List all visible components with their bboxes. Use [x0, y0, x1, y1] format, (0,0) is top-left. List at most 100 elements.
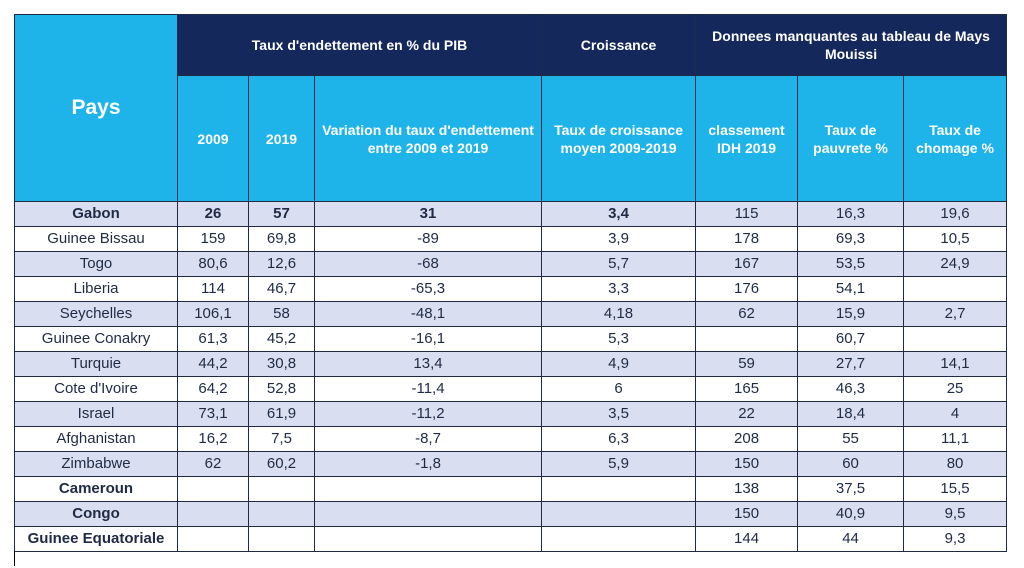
debt-2009-cell: 61,3	[177, 326, 249, 352]
poverty-cell: 44	[797, 526, 905, 552]
idh-cell	[695, 326, 799, 352]
debt-2009-cell: 114	[177, 276, 249, 302]
variation-cell	[313, 476, 543, 502]
unemployment-cell: 9,5	[903, 501, 1008, 527]
idh-cell: 176	[695, 276, 799, 302]
col-idh-header: classement IDH 2019	[695, 75, 799, 202]
idh-cell: 144	[695, 526, 799, 552]
idh-cell: 165	[695, 376, 799, 402]
debt-2019-cell: 57	[248, 201, 315, 227]
text-cursor	[14, 550, 15, 566]
table-row: Liberia 114 46,7 -65,3 3,3 176 54,1	[14, 276, 1008, 302]
debt-2009-cell: 16,2	[177, 426, 249, 452]
idh-cell: 138	[695, 476, 799, 502]
poverty-cell: 18,4	[797, 401, 905, 427]
poverty-cell: 15,9	[797, 301, 905, 327]
country-cell: Afghanistan	[14, 426, 178, 452]
country-cell: Cote d'Ivoire	[14, 376, 178, 402]
debt-2019-cell: 61,9	[248, 401, 315, 427]
country-cell: Cameroun	[14, 476, 178, 502]
country-cell: Guinee Conakry	[14, 326, 178, 352]
debt-2009-cell	[177, 526, 249, 552]
variation-cell	[313, 526, 543, 552]
unemployment-cell	[903, 276, 1008, 302]
variation-cell: -11,2	[313, 401, 543, 427]
col-2009-header: 2009	[177, 75, 249, 202]
col-growth-header: Taux de croissance moyen 2009-2019	[541, 75, 697, 202]
debt-2009-cell: 26	[177, 201, 249, 227]
debt-2019-cell: 52,8	[248, 376, 315, 402]
poverty-cell: 53,5	[797, 251, 905, 277]
idh-cell: 208	[695, 426, 799, 452]
idh-cell: 22	[695, 401, 799, 427]
poverty-cell: 16,3	[797, 201, 905, 227]
country-cell: Guinee Bissau	[14, 226, 178, 252]
growth-group-header: Croissance	[541, 14, 697, 76]
poverty-cell: 55	[797, 426, 905, 452]
col-unemployment-header: Taux de chomage %	[903, 75, 1008, 202]
idh-cell: 59	[695, 351, 799, 377]
growth-cell: 3,5	[541, 401, 697, 427]
poverty-cell: 54,1	[797, 276, 905, 302]
table-row: Afghanistan 16,2 7,5 -8,7 6,3 208 55 11,1	[14, 426, 1008, 452]
debt-group-header: Taux d'endettement en % du PIB	[176, 14, 543, 76]
unemployment-cell	[903, 326, 1008, 352]
variation-cell: -1,8	[313, 451, 543, 477]
variation-cell: -68	[313, 251, 543, 277]
table-row: Togo 80,6 12,6 -68 5,7 167 53,5 24,9	[14, 251, 1008, 277]
idh-cell: 115	[695, 201, 799, 227]
debt-2009-cell: 106,1	[177, 301, 249, 327]
country-cell: Seychelles	[14, 301, 178, 327]
col-variation-header: Variation du taux d'endettement entre 20…	[313, 75, 543, 202]
country-cell: Congo	[14, 501, 178, 527]
idh-cell: 150	[695, 501, 799, 527]
poverty-cell: 40,9	[797, 501, 905, 527]
idh-cell: 167	[695, 251, 799, 277]
table-row: Seychelles 106,1 58 -48,1 4,18 62 15,9 2,7	[14, 301, 1008, 327]
col-2019-header: 2019	[248, 75, 315, 202]
poverty-cell: 60	[797, 451, 905, 477]
unemployment-cell: 19,6	[903, 201, 1008, 227]
variation-cell: -89	[313, 226, 543, 252]
country-cell: Liberia	[14, 276, 178, 302]
variation-cell: -16,1	[313, 326, 543, 352]
growth-cell: 3,3	[541, 276, 697, 302]
growth-cell	[541, 526, 697, 552]
variation-cell: -65,3	[313, 276, 543, 302]
table-row: Congo 150 40,9 9,5	[14, 501, 1008, 527]
poverty-cell: 27,7	[797, 351, 905, 377]
debt-2009-cell: 64,2	[177, 376, 249, 402]
poverty-cell: 37,5	[797, 476, 905, 502]
table-row: Guinee Bissau 159 69,8 -89 3,9 178 69,3 10,5	[14, 226, 1008, 252]
country-cell: Togo	[14, 251, 178, 277]
unemployment-cell: 2,7	[903, 301, 1008, 327]
debt-2009-cell: 80,6	[177, 251, 249, 277]
unemployment-cell: 4	[903, 401, 1008, 427]
growth-cell: 4,9	[541, 351, 697, 377]
debt-2019-cell: 7,5	[248, 426, 315, 452]
idh-cell: 150	[695, 451, 799, 477]
unemployment-cell: 9,3	[903, 526, 1008, 552]
poverty-cell: 46,3	[797, 376, 905, 402]
debt-2019-cell: 58	[248, 301, 315, 327]
growth-cell: 3,4	[541, 201, 697, 227]
growth-cell: 3,9	[541, 226, 697, 252]
growth-cell: 6	[541, 376, 697, 402]
missing-data-group-header: Donnees manquantes au tableau de Mays Mo…	[695, 14, 1008, 76]
debt-comparison-table: Pays Taux d'endettement en % du PIB Croi…	[14, 14, 1008, 552]
variation-cell	[313, 501, 543, 527]
variation-cell: -8,7	[313, 426, 543, 452]
unemployment-cell: 24,9	[903, 251, 1008, 277]
country-cell: Zimbabwe	[14, 451, 178, 477]
growth-cell: 6,3	[541, 426, 697, 452]
table-row: Zimbabwe 62 60,2 -1,8 5,9 150 60 80	[14, 451, 1008, 477]
variation-cell: 31	[313, 201, 543, 227]
table-row: Turquie 44,2 30,8 13,4 4,9 59 27,7 14,1	[14, 351, 1008, 377]
country-cell: Guinee Equatoriale	[14, 526, 178, 552]
debt-2009-cell	[177, 476, 249, 502]
debt-2019-cell	[248, 526, 315, 552]
variation-cell: -11,4	[313, 376, 543, 402]
unemployment-cell: 10,5	[903, 226, 1008, 252]
growth-cell	[541, 476, 697, 502]
unemployment-cell: 11,1	[903, 426, 1008, 452]
